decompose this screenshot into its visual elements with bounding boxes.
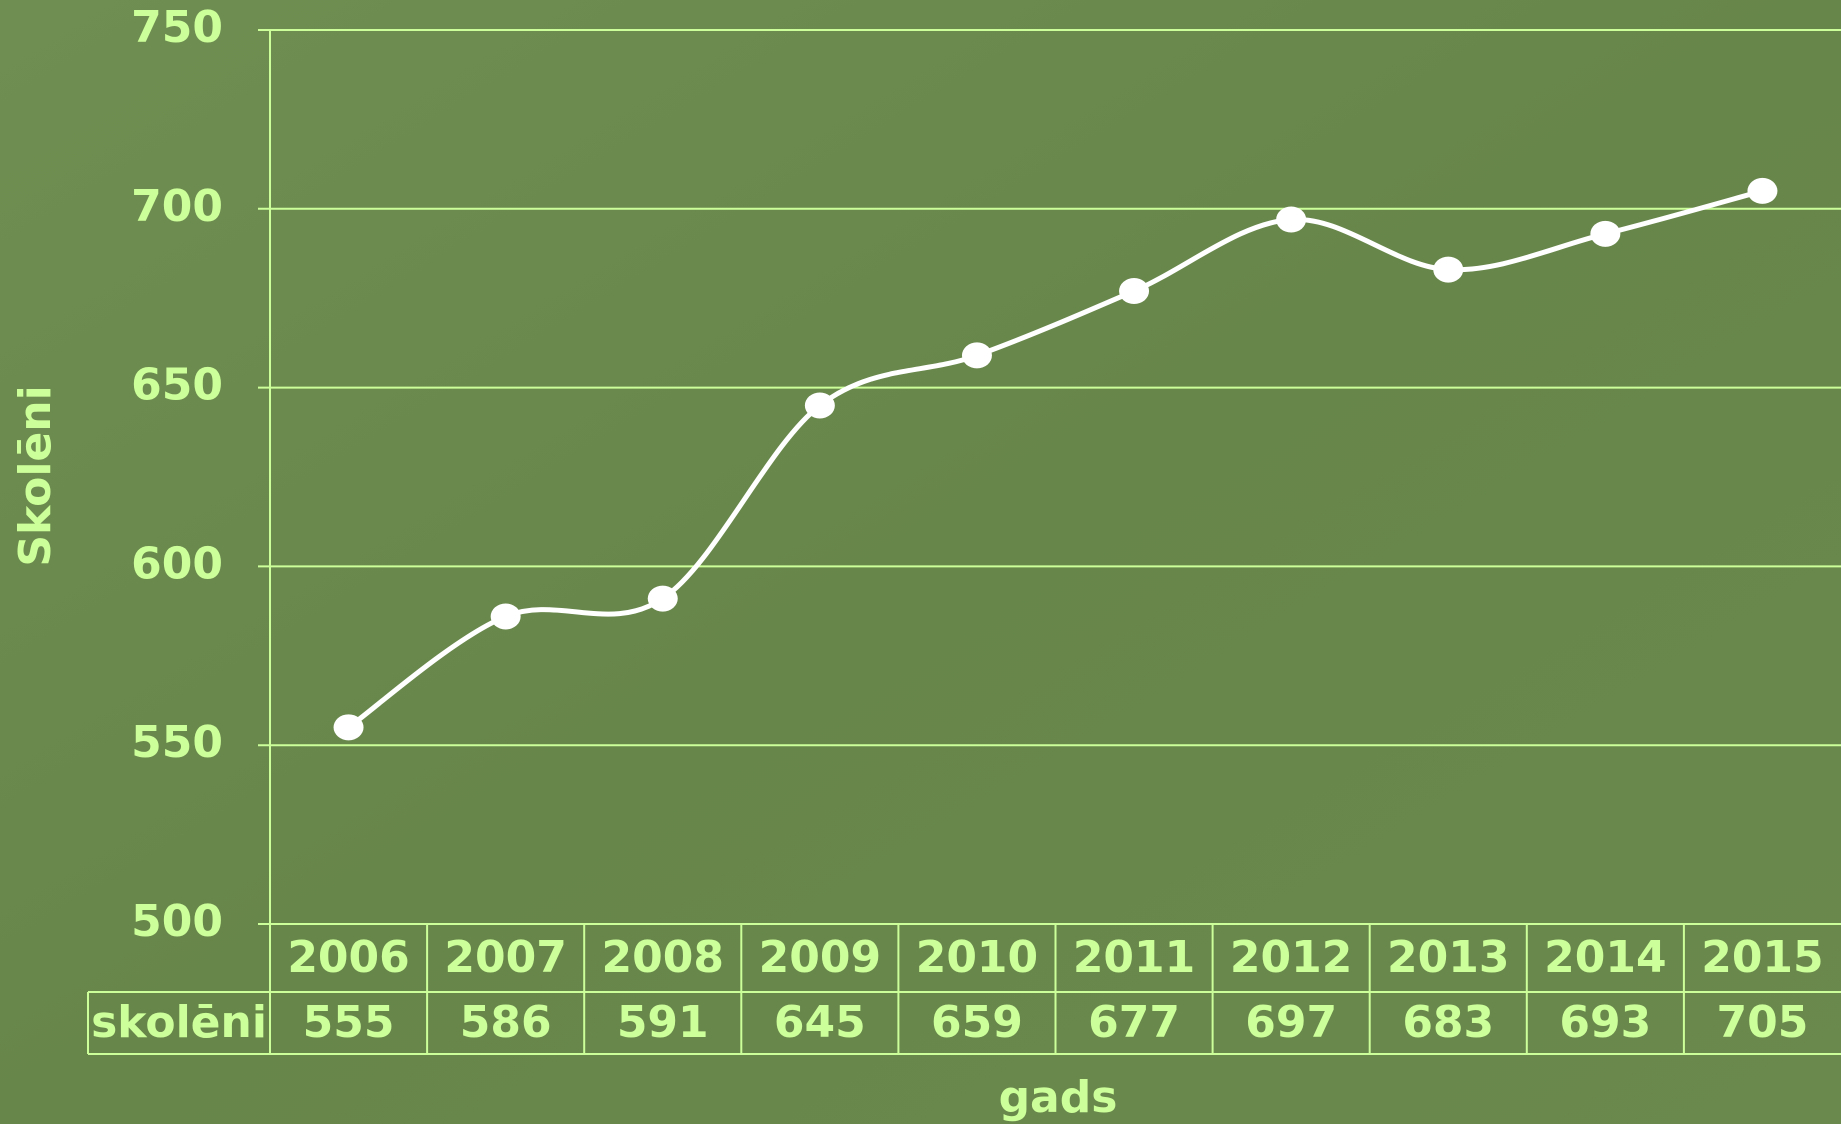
x-tick-label: 2015 [1701, 932, 1823, 983]
x-tick-label: 2011 [1073, 932, 1195, 983]
marker [333, 714, 364, 741]
y-tick-label: 650 [131, 360, 223, 411]
table-value: 586 [460, 997, 552, 1048]
marker [1747, 177, 1778, 204]
table-value: 659 [931, 997, 1023, 1048]
marker [804, 392, 835, 419]
x-tick-label: 2010 [916, 932, 1038, 983]
y-tick-label: 550 [131, 717, 223, 768]
table-value: 693 [1559, 997, 1651, 1048]
marker [1119, 278, 1150, 305]
marker [490, 603, 521, 630]
table-value: 645 [774, 997, 866, 1048]
x-axis-label: gads [999, 1072, 1118, 1123]
x-tick-label: 2014 [1544, 932, 1666, 983]
table-value: 677 [1088, 997, 1180, 1048]
table-value: 683 [1402, 997, 1494, 1048]
table-value: 697 [1245, 997, 1337, 1048]
table-value: 555 [303, 997, 395, 1048]
marker [1276, 206, 1307, 233]
x-tick-label: 2007 [444, 932, 566, 983]
line [347, 188, 1764, 730]
marker [1433, 256, 1464, 283]
legend-label: skolēni [91, 997, 267, 1048]
y-tick-label: 700 [131, 181, 223, 232]
x-tick-label: 2008 [602, 932, 724, 983]
table-value: 591 [617, 997, 709, 1048]
x-tick-label: 2013 [1387, 932, 1509, 983]
x-tick-label: 2012 [1230, 932, 1352, 983]
y-axis-label: Skolēni [10, 385, 61, 566]
y-tick-label: 750 [131, 2, 223, 53]
y-tick-label: 500 [131, 896, 223, 947]
marker [961, 342, 992, 369]
x-tick-label: 2006 [287, 932, 409, 983]
marker [647, 585, 678, 612]
y-tick-label: 600 [131, 538, 223, 589]
table-value: 705 [1717, 997, 1809, 1048]
marker [1590, 220, 1621, 247]
x-tick-label: 2009 [759, 932, 881, 983]
